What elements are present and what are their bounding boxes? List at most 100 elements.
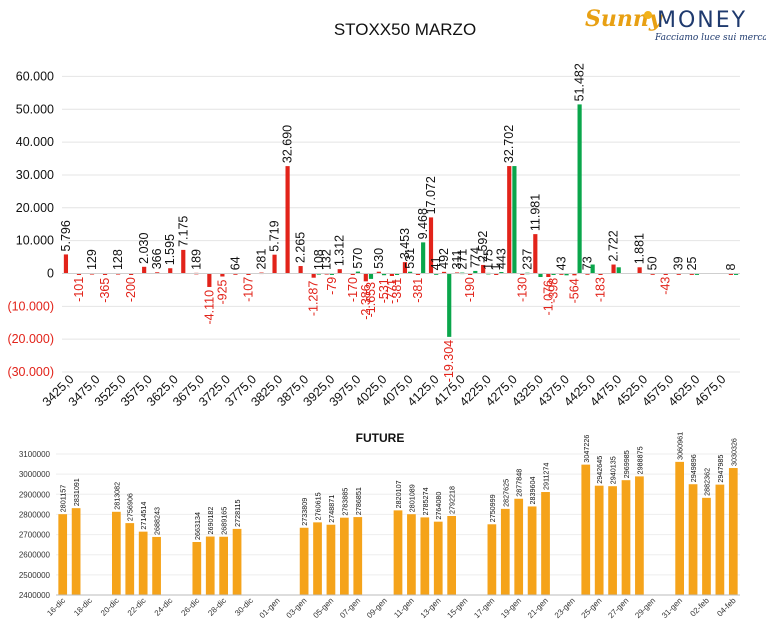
bar [663, 273, 668, 275]
data-label: -564 [567, 278, 581, 303]
data-label: 175 [481, 249, 495, 270]
future-chart: FUTURE 2400000 2500000 2600000 2700000 280000… [19, 431, 740, 620]
bar [514, 498, 524, 595]
x-tick-label: 02-feb [688, 596, 711, 619]
data-label: 129 [85, 249, 99, 270]
bar [415, 273, 421, 275]
data-label: 570 [351, 248, 365, 269]
data-label: 2827625 [501, 479, 510, 507]
bar [220, 273, 225, 277]
data-label: 311 [450, 249, 464, 269]
data-label: 2813082 [112, 482, 121, 510]
logo-tagline: Facciamo luce sui mercati [655, 33, 766, 43]
data-label: 530 [372, 248, 386, 269]
data-label: 2942645 [595, 456, 604, 484]
bar [207, 273, 212, 287]
y-tick-label: 3000000 [19, 470, 51, 479]
data-label: -925 [215, 279, 229, 304]
bar [376, 271, 381, 274]
data-label: 3060961 [676, 432, 685, 460]
x-tick-label: 15-gen [445, 596, 469, 620]
data-label: 2940135 [609, 456, 618, 484]
data-label: -381 [390, 278, 404, 303]
bar [393, 510, 403, 595]
data-label: 2728115 [233, 499, 242, 526]
bar [363, 273, 368, 282]
x-tick-label: 18-dic [72, 596, 94, 618]
bar [608, 486, 617, 595]
data-label: 3030326 [729, 438, 738, 466]
y-tick-label: 2400000 [19, 591, 51, 600]
data-label: 2882362 [702, 468, 711, 496]
bar [192, 541, 202, 595]
y-tick-label: 30.000 [16, 168, 54, 182]
bar [468, 273, 473, 275]
data-label: -381 [411, 278, 425, 303]
data-label: -4.110 [202, 290, 216, 325]
logo-word-money: MONEY [657, 8, 748, 33]
bar [728, 273, 733, 275]
data-label: -1.076 [541, 280, 555, 315]
y-tick-label: (10.000) [7, 299, 54, 313]
bar [142, 266, 147, 274]
bar [350, 273, 355, 275]
y-tick-label: 10.000 [16, 234, 54, 248]
data-label: 2663134 [193, 512, 202, 540]
data-label: -1.287 [307, 281, 321, 316]
bar [408, 271, 413, 274]
x-tick-label: 17-gen [472, 596, 496, 620]
bar [441, 271, 447, 274]
bar [313, 522, 322, 595]
bar [733, 273, 739, 275]
x-tick-label: 13-gen [419, 596, 443, 620]
data-label: 1 [489, 263, 503, 270]
data-label: 2.722 [607, 230, 621, 261]
data-label: 2877848 [515, 469, 524, 497]
data-label: -190 [463, 277, 477, 302]
data-label: 2750999 [488, 494, 497, 522]
y-tick-label: 2600000 [19, 551, 51, 560]
y-tick-label: 20.000 [16, 201, 54, 215]
data-label: 8 [724, 263, 738, 270]
bar [337, 269, 342, 274]
bar [702, 497, 711, 595]
data-label: 2756906 [126, 493, 135, 521]
data-label: 41 [429, 256, 443, 270]
data-label: 2783885 [340, 488, 349, 516]
data-label: -101 [72, 277, 86, 302]
data-label: 2831091 [72, 478, 81, 506]
bar [598, 273, 603, 275]
bar [138, 531, 148, 595]
bar [688, 484, 698, 595]
data-label: 2820107 [394, 480, 403, 508]
bar [272, 254, 277, 274]
brand-logo: Sunny MONEY Facciamo luce sui mercati [585, 6, 766, 46]
bar [125, 523, 135, 595]
x-tick-label: 29-gen [633, 596, 657, 620]
open-interest-chart: (30.000) (20.000) (10.000) 0 10.000 20.000 30.… [7, 63, 740, 409]
data-label: 25 [685, 256, 699, 270]
bar [434, 273, 439, 275]
data-label: 39 [672, 256, 686, 270]
data-label: 50 [646, 256, 660, 270]
x-tick-label: 30-dic [233, 596, 255, 618]
bar [219, 536, 229, 595]
bar [500, 508, 510, 595]
data-label: 271 [455, 249, 469, 270]
data-label: -183 [594, 277, 608, 302]
y-tick-label: 2500000 [19, 571, 51, 580]
data-label: -200 [124, 277, 138, 302]
data-label: 2764080 [434, 492, 443, 520]
bar [111, 511, 121, 595]
data-label: 3.453 [398, 228, 412, 259]
data-label: -107 [241, 277, 255, 302]
x-tick-label: 11-gen [392, 596, 416, 620]
data-label: 2947985 [716, 455, 725, 483]
bar [368, 273, 374, 279]
data-label: -2.386 [359, 284, 373, 319]
data-label: -170 [346, 277, 360, 302]
data-label: 3047226 [582, 435, 591, 463]
bar [520, 273, 525, 275]
data-label: 17.072 [424, 176, 438, 214]
y-tick-label: 3100000 [19, 450, 51, 459]
